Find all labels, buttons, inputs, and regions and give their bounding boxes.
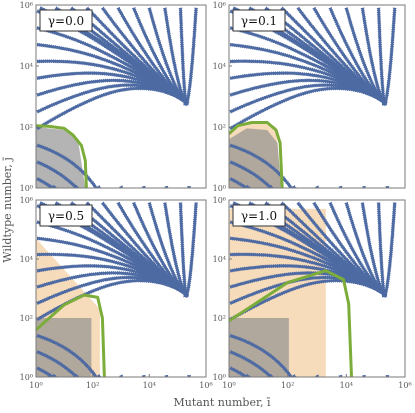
nullcline-curve bbox=[36, 293, 106, 377]
x-tick-label: 10⁰ bbox=[29, 381, 42, 390]
gamma-label: γ=0.5 bbox=[39, 204, 93, 227]
y-tick-label: 10⁰ bbox=[213, 373, 226, 382]
streamline bbox=[164, 185, 169, 188]
streamline bbox=[119, 185, 124, 188]
x-tick-label: 10⁴ bbox=[340, 381, 353, 390]
streamline bbox=[36, 143, 100, 188]
x-tick-label: 10⁴ bbox=[143, 381, 156, 390]
streamline bbox=[315, 185, 320, 188]
x-tick-label: 10² bbox=[281, 381, 294, 390]
y-tick-label: 10⁶ bbox=[20, 1, 33, 10]
x-tick-label: 10⁶ bbox=[398, 381, 411, 390]
streamline bbox=[361, 185, 367, 188]
y-tick-label: 10² bbox=[213, 123, 226, 132]
streamline bbox=[229, 333, 295, 377]
y-tick-label: 10⁴ bbox=[213, 255, 226, 264]
nullcline-curve bbox=[229, 269, 353, 377]
x-tick-label: 10² bbox=[86, 381, 99, 390]
streamline bbox=[36, 333, 100, 377]
panel-1: γ=0.1 10⁰ 10² 10⁴ 10⁶ bbox=[213, 1, 406, 193]
panel-frame bbox=[35, 199, 207, 378]
panel-2: γ=0.5 10⁰ 10² 10⁴ 10⁶ 10⁰ 10² 10⁴ 10⁶ bbox=[20, 196, 213, 390]
x-tick-label: 10⁰ bbox=[222, 381, 235, 390]
y-axis-title: Wildtype number, j̄ bbox=[1, 157, 14, 263]
gamma-label: γ=1.0 bbox=[232, 204, 286, 227]
y-tick-label: 10⁴ bbox=[20, 62, 33, 71]
x-tick-label: 10⁶ bbox=[199, 381, 212, 390]
y-tick-label: 10⁶ bbox=[20, 196, 33, 205]
streamline bbox=[361, 374, 367, 377]
streamline bbox=[119, 374, 124, 377]
x-axis-title: Mutant number, ī bbox=[173, 396, 271, 409]
y-tick-label: 10⁰ bbox=[20, 373, 33, 382]
gamma-label-text: γ=0.1 bbox=[241, 14, 277, 28]
gamma-label: γ=0.0 bbox=[39, 9, 93, 32]
y-tick-label: 10² bbox=[20, 123, 33, 132]
gamma-label: γ=0.1 bbox=[232, 9, 286, 32]
y-tick-label: 10² bbox=[213, 314, 226, 323]
y-tick-label: 10⁶ bbox=[213, 196, 226, 205]
y-tick-label: 10⁰ bbox=[213, 184, 226, 193]
panel-frame bbox=[228, 4, 406, 189]
panel-frame bbox=[228, 199, 406, 378]
panel-0: γ=0.0 10⁰ 10² 10⁴ 10⁶ bbox=[20, 1, 207, 193]
gamma-label-text: γ=0.0 bbox=[48, 14, 84, 28]
gamma-label-text: γ=1.0 bbox=[241, 209, 277, 223]
nullcline-curve bbox=[229, 121, 284, 188]
streamline bbox=[315, 374, 320, 377]
nullcline-curve bbox=[36, 124, 88, 188]
streamline bbox=[229, 143, 295, 188]
gamma-label-text: γ=0.5 bbox=[48, 209, 84, 223]
panel-3: γ=1.0 10⁰ 10² 10⁴ 10⁶ 10⁰ 10² 10⁴ 10⁶ bbox=[213, 196, 412, 390]
streamline bbox=[164, 374, 169, 377]
panels-layer: γ=0.0 10⁰ 10² 10⁴ 10⁶ γ=0.1 10⁰ 10² 10⁴ 10⁶ γ=0.5 1… bbox=[20, 1, 412, 390]
y-tick-label: 10² bbox=[20, 314, 33, 323]
y-tick-label: 10⁴ bbox=[20, 255, 33, 264]
y-tick-label: 10⁶ bbox=[213, 1, 226, 10]
y-tick-label: 10⁰ bbox=[20, 184, 33, 193]
y-tick-label: 10⁴ bbox=[213, 62, 226, 71]
panel-frame bbox=[35, 4, 207, 189]
